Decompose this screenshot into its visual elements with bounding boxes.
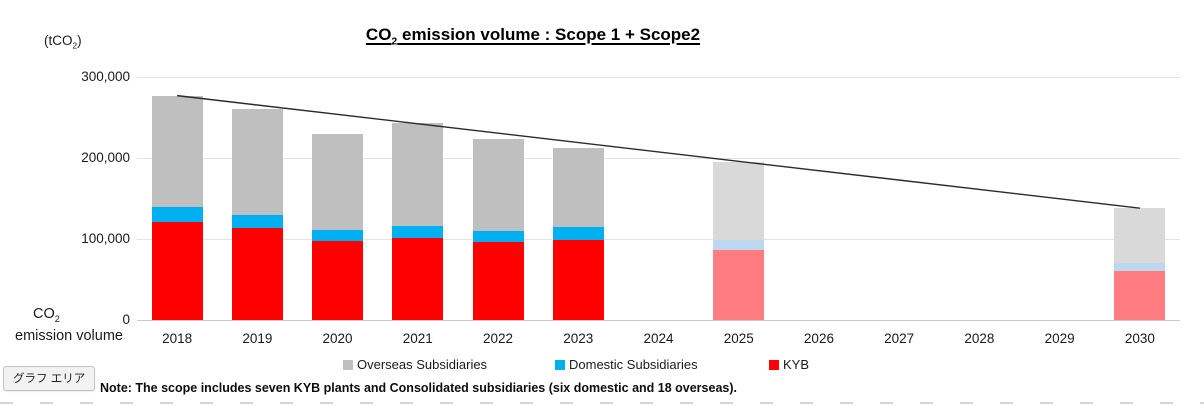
chart-title-subscript: 2 xyxy=(391,35,398,48)
legend-swatch-icon xyxy=(343,359,353,370)
bar-segment-2020-domestic-subsidiaries[interactable] xyxy=(312,230,364,242)
bar-segment-2019-domestic-subsidiaries[interactable] xyxy=(231,214,283,228)
bar-segment-2018-overseas-subsidiaries[interactable] xyxy=(151,95,203,207)
x-tick-2025: 2025 xyxy=(723,331,754,346)
gridline-0 xyxy=(137,320,1180,321)
y-axis-title: CO2 emission volume xyxy=(15,303,123,347)
bar-segment-2022-kyb[interactable] xyxy=(472,242,524,320)
bar-segment-2018-kyb[interactable] xyxy=(151,221,203,320)
legend-swatch-icon xyxy=(769,359,779,370)
x-tick-2022: 2022 xyxy=(483,331,514,346)
y-tick-200000: 200,000 xyxy=(81,150,130,165)
legend-swatch-icon xyxy=(555,359,565,370)
y-tick-100000: 100,000 xyxy=(81,231,130,246)
x-tick-2019: 2019 xyxy=(242,331,273,346)
bar-segment-2030-domestic-subsidiaries[interactable] xyxy=(1114,263,1166,272)
gridline-100000 xyxy=(137,239,1180,240)
bar-segment-2023-kyb[interactable] xyxy=(552,239,604,320)
legend-label: Domestic Subsidiaries xyxy=(569,357,698,372)
y-tick-300000: 300,000 xyxy=(81,69,130,84)
unit-label-subscript: 2 xyxy=(72,40,78,51)
bar-segment-2021-domestic-subsidiaries[interactable] xyxy=(392,226,444,239)
bar-segment-2021-overseas-subsidiaries[interactable] xyxy=(392,123,444,227)
y-axis-title-subscript: 2 xyxy=(54,313,60,324)
bar-segment-2025-domestic-subsidiaries[interactable] xyxy=(713,239,765,251)
note-text: Note: The scope includes seven KYB plant… xyxy=(100,381,737,395)
x-tick-2030: 2030 xyxy=(1124,331,1155,346)
legend-label: KYB xyxy=(783,357,810,372)
y-axis-title-line2: emission volume xyxy=(15,328,123,344)
bar-segment-2030-overseas-subsidiaries[interactable] xyxy=(1114,208,1166,264)
legend-item-overseas-subsidiaries[interactable]: Overseas Subsidiaries xyxy=(343,357,487,372)
bar-segment-2030-kyb[interactable] xyxy=(1114,271,1166,320)
trend-line[interactable] xyxy=(137,77,1180,320)
bar-segment-2023-domestic-subsidiaries[interactable] xyxy=(552,226,604,240)
x-tick-2026: 2026 xyxy=(803,331,834,346)
unit-label-text: (tCO xyxy=(44,33,73,48)
bar-segment-2020-kyb[interactable] xyxy=(312,241,364,320)
bar-segment-2022-overseas-subsidiaries[interactable] xyxy=(472,138,524,231)
legend-item-kyb[interactable]: KYB xyxy=(769,357,809,372)
x-tick-2020: 2020 xyxy=(322,331,353,346)
bar-segment-2025-overseas-subsidiaries[interactable] xyxy=(713,162,765,240)
bar-segment-2018-domestic-subsidiaries[interactable] xyxy=(151,206,203,222)
gridline-200000 xyxy=(137,158,1180,159)
bar-segment-2023-overseas-subsidiaries[interactable] xyxy=(552,148,604,227)
selection-dashes xyxy=(0,402,1204,404)
bar-segment-2019-kyb[interactable] xyxy=(231,227,283,320)
x-tick-2018: 2018 xyxy=(162,331,193,346)
chart-title-rest: emission volume : Scope 1 + Scope2 xyxy=(397,25,701,44)
y-tick-0: 0 xyxy=(122,312,130,327)
y-axis-title-line1: CO2 xyxy=(33,306,60,324)
unit-label-close: ) xyxy=(77,33,82,48)
x-tick-2023: 2023 xyxy=(563,331,594,346)
bar-segment-2019-overseas-subsidiaries[interactable] xyxy=(231,109,283,215)
x-tick-2024: 2024 xyxy=(643,331,674,346)
x-tick-2021: 2021 xyxy=(402,331,433,346)
legend-label: Overseas Subsidiaries xyxy=(357,357,488,372)
bar-segment-2021-kyb[interactable] xyxy=(392,238,444,320)
legend-item-domestic-subsidiaries[interactable]: Domestic Subsidiaries xyxy=(555,357,698,372)
gridline-300000 xyxy=(137,77,1180,78)
x-tick-2029: 2029 xyxy=(1044,331,1075,346)
plot-area[interactable] xyxy=(137,77,1180,321)
chart-area-tooltip: グラフ エリア xyxy=(3,366,96,391)
x-tick-2028: 2028 xyxy=(964,331,995,346)
y-axis-unit-label: (tCO2) xyxy=(44,33,82,51)
bar-segment-2020-overseas-subsidiaries[interactable] xyxy=(312,133,364,231)
bar-segment-2025-kyb[interactable] xyxy=(713,250,765,320)
x-tick-2027: 2027 xyxy=(884,331,915,346)
chart-title-text: CO xyxy=(365,25,392,44)
chart-title: CO2 emission volume : Scope 1 + Scope2 xyxy=(365,25,701,48)
bar-segment-2022-domestic-subsidiaries[interactable] xyxy=(472,230,524,243)
